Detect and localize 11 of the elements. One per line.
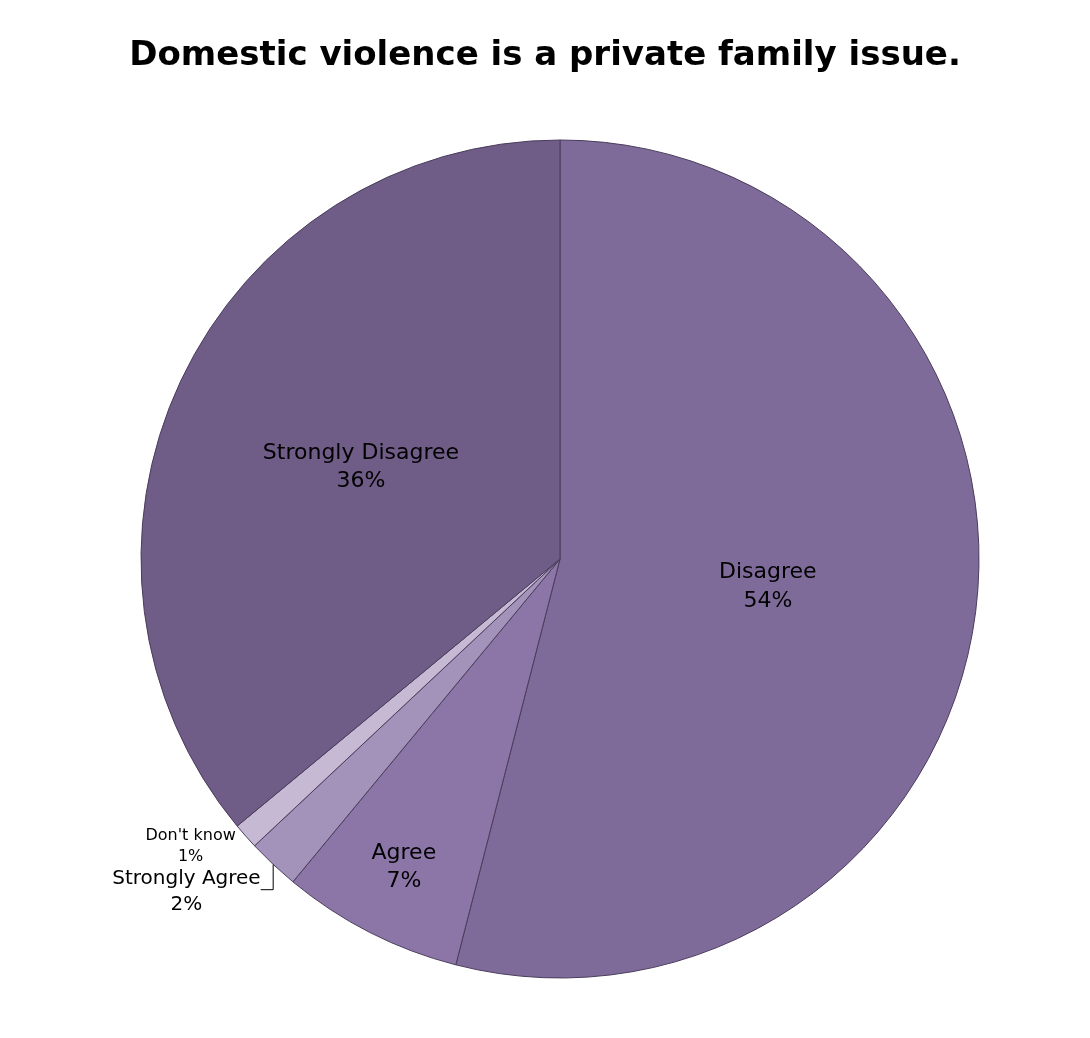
data-label: 36% [336,467,386,493]
slice-label: Strongly Agree [112,864,261,889]
slice-label: Agree [371,838,437,864]
slice-label: Disagree [719,558,817,584]
slice-label: Strongly Disagree [262,438,460,464]
data-label: 2% [170,890,203,915]
data-label: 54% [743,587,793,613]
data-label: 1% [177,845,204,865]
data-label: 7% [386,867,422,893]
chart-title: Domestic violence is a private family issue. [129,33,961,74]
slice-label: Don't know [145,824,236,844]
